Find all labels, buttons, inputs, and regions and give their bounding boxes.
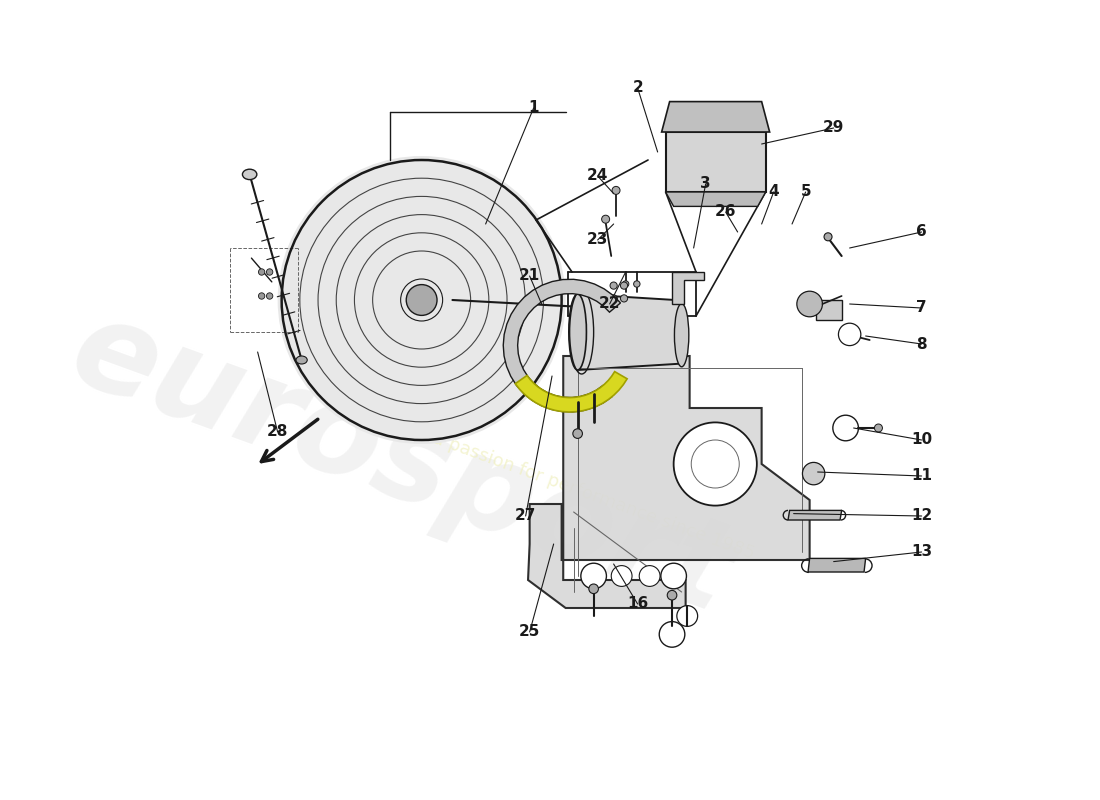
Ellipse shape: [623, 281, 629, 287]
Text: a passion for performance since 1985: a passion for performance since 1985: [430, 429, 757, 563]
Polygon shape: [666, 132, 766, 192]
Text: 13: 13: [911, 545, 932, 559]
Circle shape: [612, 566, 632, 586]
Text: 23: 23: [587, 233, 608, 247]
Ellipse shape: [620, 282, 628, 290]
Ellipse shape: [277, 156, 565, 444]
Polygon shape: [503, 279, 620, 412]
Text: 1: 1: [528, 101, 539, 115]
Ellipse shape: [824, 233, 832, 241]
Polygon shape: [528, 356, 810, 608]
Circle shape: [639, 566, 660, 586]
Ellipse shape: [602, 215, 609, 223]
Text: 27: 27: [515, 509, 537, 523]
Circle shape: [659, 622, 685, 647]
Polygon shape: [808, 558, 866, 572]
Ellipse shape: [610, 294, 617, 302]
Ellipse shape: [573, 429, 582, 438]
Ellipse shape: [668, 590, 676, 600]
Text: 12: 12: [911, 509, 933, 523]
Ellipse shape: [406, 285, 437, 315]
Text: 24: 24: [587, 169, 608, 183]
Text: 21: 21: [519, 269, 540, 283]
Text: 22: 22: [598, 297, 620, 311]
Ellipse shape: [266, 269, 273, 275]
Text: 8: 8: [916, 337, 927, 351]
Ellipse shape: [632, 313, 650, 327]
Text: 2: 2: [632, 81, 644, 95]
Ellipse shape: [569, 294, 586, 370]
Ellipse shape: [242, 169, 256, 180]
Polygon shape: [578, 294, 682, 370]
Circle shape: [833, 415, 858, 441]
Text: 29: 29: [823, 121, 845, 135]
Polygon shape: [788, 510, 842, 520]
Text: 4: 4: [768, 185, 779, 199]
Circle shape: [802, 462, 825, 485]
Text: eurosport: eurosport: [56, 289, 748, 639]
Circle shape: [673, 422, 757, 506]
Ellipse shape: [634, 281, 640, 287]
Ellipse shape: [258, 293, 265, 299]
Circle shape: [676, 606, 697, 626]
Text: 7: 7: [916, 301, 927, 315]
Text: 10: 10: [911, 433, 932, 447]
Ellipse shape: [874, 424, 882, 432]
Polygon shape: [515, 372, 627, 412]
Text: 6: 6: [916, 225, 927, 239]
Ellipse shape: [644, 316, 652, 324]
Circle shape: [796, 291, 823, 317]
Text: 16: 16: [627, 597, 648, 611]
Circle shape: [581, 563, 606, 589]
Polygon shape: [672, 272, 704, 304]
Text: 5: 5: [801, 185, 811, 199]
Polygon shape: [666, 192, 766, 206]
Text: 28: 28: [267, 425, 288, 439]
Ellipse shape: [620, 294, 628, 302]
Polygon shape: [816, 300, 842, 320]
Ellipse shape: [266, 293, 273, 299]
Ellipse shape: [258, 269, 265, 275]
Text: 11: 11: [911, 469, 932, 483]
Text: 26: 26: [715, 205, 736, 219]
Circle shape: [661, 563, 686, 589]
Ellipse shape: [612, 186, 620, 194]
Polygon shape: [661, 102, 770, 132]
Text: 3: 3: [701, 177, 711, 191]
Text: 25: 25: [519, 625, 540, 639]
Ellipse shape: [588, 584, 598, 594]
Ellipse shape: [674, 303, 689, 366]
Circle shape: [838, 323, 861, 346]
Ellipse shape: [296, 356, 307, 364]
Ellipse shape: [610, 282, 617, 290]
